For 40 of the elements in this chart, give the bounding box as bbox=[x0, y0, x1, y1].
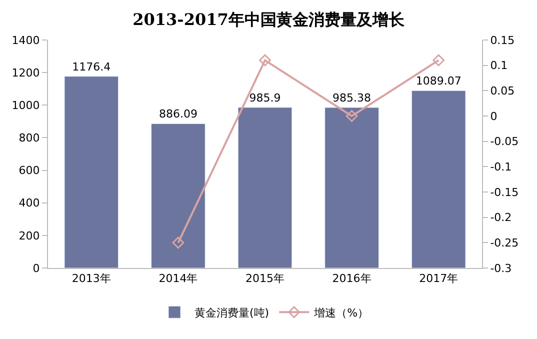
data-label: 886.09 bbox=[158, 108, 198, 121]
y2-tick-label: -0.2 bbox=[490, 211, 512, 224]
data-label: 985.9 bbox=[249, 91, 281, 104]
y2-tick-label: 0 bbox=[490, 110, 498, 123]
bar bbox=[238, 107, 292, 268]
bar bbox=[151, 123, 206, 268]
y-tick-label: 600 bbox=[18, 164, 40, 178]
y2-tick-label: -0.1 bbox=[490, 160, 512, 174]
y2-tick-label: -0.25 bbox=[490, 236, 519, 250]
point bbox=[172, 236, 184, 249]
chart-title: 2013-2017年中国黄金消费量及增长 bbox=[132, 10, 406, 29]
point bbox=[259, 54, 271, 66]
point bbox=[346, 110, 358, 122]
y-tick-label: 1200 bbox=[12, 66, 40, 80]
bar bbox=[411, 90, 466, 268]
y-tick-label: 200 bbox=[18, 229, 40, 242]
data-label: 1176.4 bbox=[72, 60, 111, 74]
y2-tick-label: -0.15 bbox=[490, 186, 519, 199]
y2-tick-label: 0.05 bbox=[490, 84, 515, 98]
point bbox=[432, 54, 445, 66]
y2-tick-label: -0.3 bbox=[490, 262, 512, 275]
y2-tick-label: -0.05 bbox=[490, 135, 519, 148]
x-tick-label: 2017年 bbox=[419, 272, 458, 286]
data-label: 1089.07 bbox=[416, 74, 462, 88]
y2-tick-label: 0.15 bbox=[490, 34, 515, 47]
y2-tick-label: 0.1 bbox=[490, 59, 508, 72]
y-tick-label: 0 bbox=[32, 262, 40, 275]
bar bbox=[64, 76, 119, 268]
x-tick-label: 2015年 bbox=[246, 272, 284, 286]
legend-label: 黄金消费量(吨) bbox=[194, 306, 270, 320]
bar bbox=[324, 107, 379, 268]
x-tick-label: 2014年 bbox=[158, 272, 198, 286]
y-tick-label: 1000 bbox=[12, 98, 40, 112]
data-label: 985.38 bbox=[332, 92, 372, 105]
x-tick-label: 2013年 bbox=[72, 272, 111, 286]
y-tick-label: 800 bbox=[18, 132, 40, 145]
legend-label: 增速（%） bbox=[313, 306, 369, 320]
x-tick-label: 2016年 bbox=[332, 272, 372, 286]
y-tick-label: 400 bbox=[18, 196, 40, 210]
y-tick-label: 1400 bbox=[12, 34, 40, 47]
